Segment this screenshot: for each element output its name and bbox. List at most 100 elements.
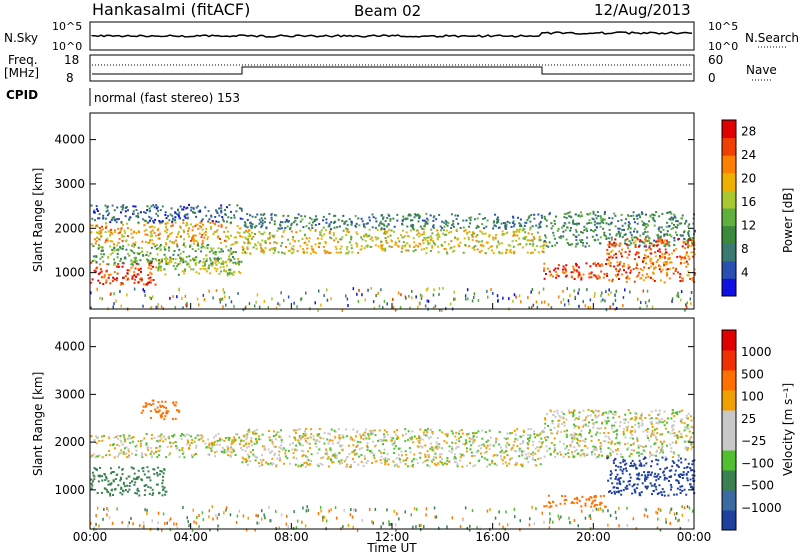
data-cell [570, 275, 573, 278]
data-cell [686, 427, 689, 430]
data-cell [145, 228, 148, 231]
data-cell [333, 221, 335, 224]
data-cell [509, 244, 512, 247]
noise-cell [398, 517, 400, 521]
data-cell [559, 237, 562, 240]
data-cell [672, 428, 675, 431]
data-cell [445, 233, 448, 236]
data-cell [661, 421, 664, 424]
data-cell [278, 456, 281, 459]
data-cell [569, 445, 572, 448]
data-cell [575, 223, 578, 226]
freq-label-top: Freq. [8, 53, 38, 67]
data-cell [513, 429, 516, 432]
data-cell [136, 252, 139, 255]
data-cell [461, 453, 464, 456]
data-cell [333, 214, 336, 217]
data-cell [655, 479, 658, 482]
data-cell [126, 222, 128, 225]
data-cell [350, 223, 353, 226]
data-cell [310, 245, 313, 248]
data-cell [201, 233, 204, 236]
data-cell [561, 423, 563, 426]
noise-cell [541, 300, 543, 304]
data-cell [658, 215, 661, 218]
data-cell [441, 458, 443, 461]
data-cell [150, 450, 153, 453]
data-cell [116, 455, 119, 458]
data-cell [541, 441, 544, 444]
data-cell [160, 415, 163, 418]
data-cell [685, 251, 688, 254]
data-cell [658, 418, 661, 421]
noise-cell [453, 290, 455, 294]
data-cell [641, 422, 644, 425]
data-cell [608, 242, 611, 245]
data-cell [116, 277, 118, 280]
data-cell [162, 489, 165, 491]
data-cell [620, 213, 623, 216]
data-cell [422, 433, 425, 436]
data-cell [397, 453, 400, 456]
data-cell [199, 221, 202, 224]
data-cell [379, 222, 382, 225]
data-cell [634, 431, 636, 434]
data-cell [371, 239, 374, 242]
data-cell [649, 418, 651, 420]
data-cell [375, 460, 378, 463]
data-cell [251, 215, 254, 218]
data-cell [113, 278, 116, 281]
data-cell [676, 224, 679, 227]
data-cell [131, 263, 134, 266]
noise-cell [361, 519, 363, 522]
data-cell [411, 460, 413, 463]
data-cell [101, 435, 103, 438]
noise-cell [684, 308, 686, 312]
data-cell [624, 436, 627, 439]
data-cell [602, 221, 605, 224]
data-cell [284, 220, 287, 223]
data-cell [608, 490, 610, 493]
data-cell [644, 445, 647, 448]
noise-cell [113, 292, 115, 296]
data-cell [650, 417, 653, 420]
data-cell [157, 466, 160, 469]
data-cell [650, 471, 653, 474]
data-cell [167, 234, 170, 237]
noise-cell [151, 295, 154, 299]
data-cell [144, 211, 147, 214]
colorbar-frame [721, 119, 737, 297]
noise-cell [657, 517, 659, 521]
data-cell [335, 251, 338, 254]
data-cell [90, 243, 93, 246]
data-cell [569, 229, 572, 232]
data-cell [101, 248, 104, 251]
data-cell [634, 464, 637, 467]
data-cell [614, 274, 617, 277]
data-cell [259, 244, 262, 247]
data-cell [645, 226, 648, 229]
data-cell [373, 453, 376, 456]
noise-cell [614, 298, 617, 302]
data-cell [390, 239, 393, 242]
data-cell [230, 447, 233, 450]
noise-cell [172, 295, 174, 299]
noise-cell [536, 306, 539, 309]
data-cell [157, 247, 160, 249]
data-cell [177, 273, 180, 276]
data-cell [445, 229, 448, 232]
data-cell [106, 239, 109, 242]
data-cell [153, 436, 156, 439]
data-cell [687, 274, 690, 277]
data-cell [630, 215, 633, 217]
data-cell [218, 214, 221, 217]
data-cell [315, 218, 318, 221]
data-cell [328, 457, 331, 460]
data-cell [556, 452, 559, 455]
data-cell [214, 253, 217, 256]
data-cell [599, 222, 602, 225]
data-cell [536, 245, 538, 247]
data-cell [271, 457, 274, 460]
data-cell [167, 436, 170, 439]
data-cell [150, 437, 153, 440]
